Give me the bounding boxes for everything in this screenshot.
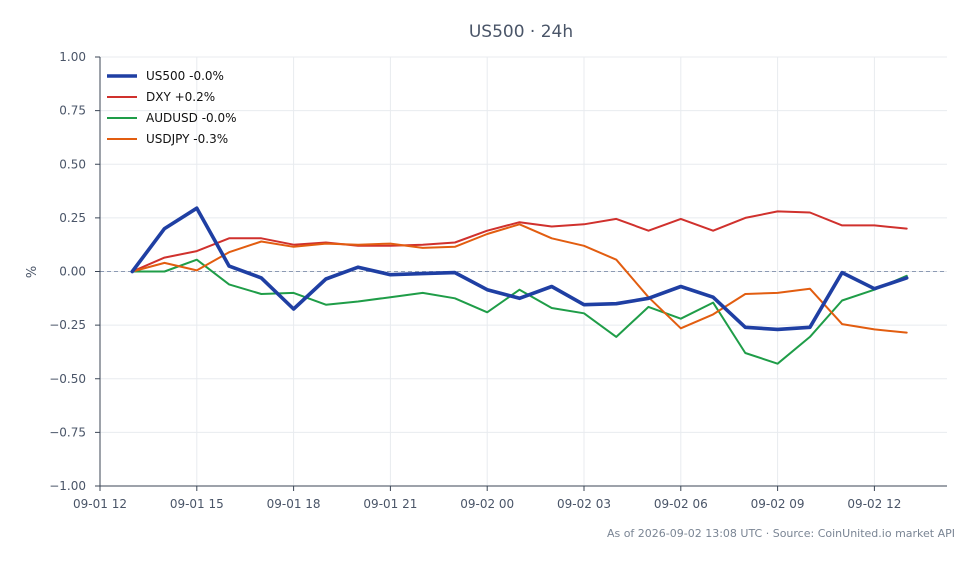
- chart-title: US500 · 24h: [469, 22, 573, 42]
- legend-label: US500 -0.0%: [146, 69, 224, 83]
- y-axis-label: %: [25, 266, 40, 278]
- footer-source: As of 2026-09-02 13:08 UTC · Source: Coi…: [607, 527, 955, 540]
- x-tick-label: 09-02 00: [460, 497, 514, 511]
- x-tick-label: 09-02 03: [557, 497, 611, 511]
- x-tick-label: 09-01 15: [170, 497, 224, 511]
- series-line-3: [131, 258, 908, 365]
- x-tick-label: 09-02 12: [847, 497, 901, 511]
- x-tick-label: 09-01 21: [363, 497, 417, 511]
- y-tick-label: −1.00: [49, 479, 86, 493]
- x-tick-label: 09-01 12: [73, 497, 127, 511]
- legend-label: USDJPY -0.3%: [146, 132, 228, 146]
- x-tick-label: 09-01 18: [267, 497, 321, 511]
- x-tick-label: 09-02 06: [654, 497, 708, 511]
- y-tick-label: 0.50: [59, 157, 86, 171]
- series-lines: [130, 206, 909, 365]
- y-tick-label: 1.00: [59, 50, 86, 64]
- x-tick-label: 09-02 09: [751, 497, 805, 511]
- y-tick-label: 0.25: [59, 211, 86, 225]
- y-tick-label: −0.75: [49, 425, 86, 439]
- y-tick-label: 0.00: [59, 265, 86, 279]
- legend: US500 -0.0% DXY +0.2% AUDUSD -0.0% USDJPY -…: [107, 69, 237, 146]
- y-tick-label: 0.75: [59, 104, 86, 118]
- axes: −1.00 −0.75 −0.50 −0.25 0.00 0.25 0.50 0.75 1.00…: [49, 50, 947, 511]
- legend-label: AUDUSD -0.0%: [146, 111, 237, 125]
- y-tick-label: −0.50: [49, 372, 86, 386]
- series-line-4: [131, 223, 908, 334]
- series-line-2: [131, 210, 908, 273]
- series-line-1: [130, 206, 909, 332]
- y-tick-label: −0.25: [49, 318, 86, 332]
- legend-label: DXY +0.2%: [146, 90, 215, 104]
